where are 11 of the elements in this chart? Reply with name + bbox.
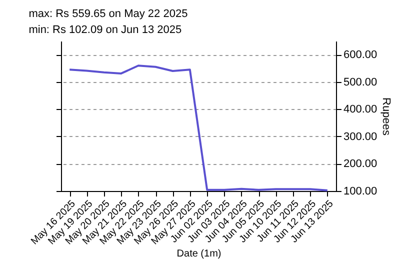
y-axis-title: Rupees <box>380 98 392 136</box>
x-axis-title: Date (1m) <box>176 248 222 260</box>
y-tick-label: 300.00 <box>344 130 378 143</box>
y-tick-label: 200.00 <box>344 158 378 170</box>
chart-title: max: Rs 559.65 on May 22 2025 <box>28 8 188 20</box>
line-series <box>68 64 328 192</box>
y-tick-label: 400.00 <box>344 104 378 116</box>
y-tick-label: 100.00 <box>344 186 378 198</box>
chart-subtitle: min: Rs 102.09 on Jun 13 2025 <box>28 24 182 36</box>
y-tick-label: 500.00 <box>344 76 378 88</box>
y-tick-label: 600.00 <box>344 49 378 62</box>
